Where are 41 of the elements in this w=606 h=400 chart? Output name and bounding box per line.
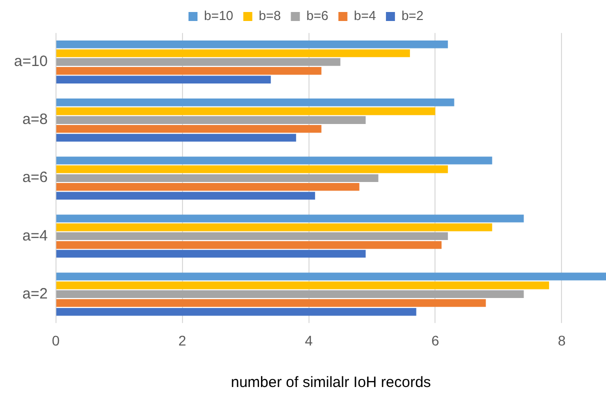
bar [56,308,416,316]
y-tick-label: a=8 [22,111,48,128]
x-tick-label: 6 [431,332,440,348]
y-tick-label: a=6 [22,169,48,186]
bar [56,40,448,48]
bar [56,98,454,106]
bar [56,183,360,191]
bar [56,58,340,66]
bar [56,192,316,200]
legend-label: b=2 [401,8,424,24]
bar [56,290,524,298]
x-axis-title: number of similalr IoH records [230,374,431,392]
bar [56,125,322,133]
bar [56,174,378,182]
bar [56,107,436,116]
bar [56,232,448,240]
bar [56,49,410,58]
bar [56,116,366,124]
bar [56,76,271,84]
x-tick-label: 0 [52,332,60,348]
y-tick-label: a=4 [22,227,48,244]
bar [56,156,492,164]
bar [56,250,366,258]
legend-label: b=10 [204,8,234,24]
y-tick-label: a=10 [14,53,48,70]
y-tick-label: a=2 [22,285,48,302]
bar [56,223,492,232]
bar [56,134,296,142]
legend-label: b=8 [258,8,281,24]
bar [56,272,606,280]
bar [56,299,486,307]
legend-label: b=6 [306,8,328,24]
x-tick-label: 8 [558,332,566,348]
x-tick-label: 4 [304,332,313,348]
bar [56,214,524,222]
bar [56,281,550,290]
bar [56,165,448,174]
x-tick-label: 2 [178,332,186,348]
bar [56,241,442,249]
bar [56,66,322,75]
legend-label: b=4 [354,8,376,24]
